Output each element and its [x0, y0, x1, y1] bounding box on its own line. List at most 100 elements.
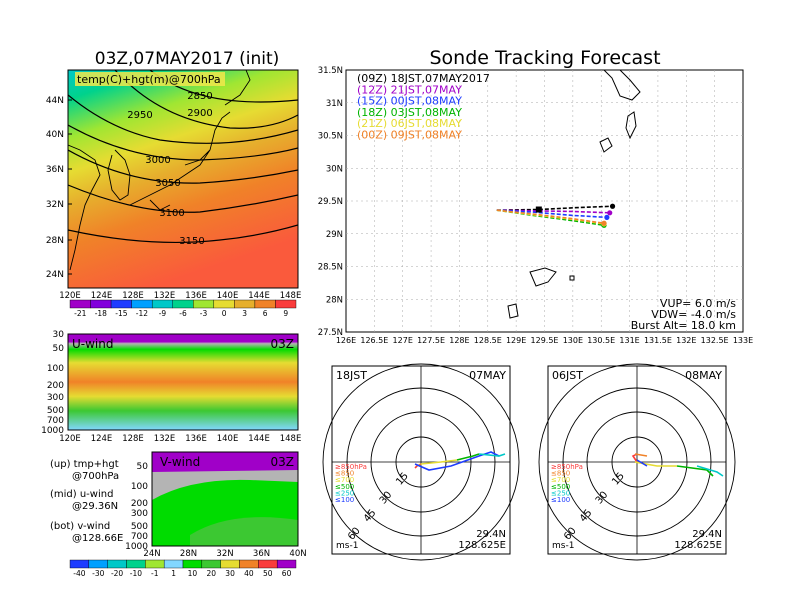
hodograph-level: ≤500 [335, 483, 354, 491]
island-small-2 [569, 275, 575, 281]
note-line2: @700hPa [72, 471, 119, 482]
vwind-lat-tick: 28N [180, 549, 197, 559]
uwind-lon-tick: 132E [154, 434, 176, 444]
contour-3100 [68, 184, 298, 213]
track-endpoint [604, 214, 610, 220]
wind-colorbar: -40 -30 -20 -10 -1 1 10 20 30 40 50 60 [69, 559, 297, 578]
map700-colorbar-segment [275, 299, 297, 309]
track-vup: VUP= 6.0 m/s [660, 297, 736, 310]
uwind-lon-tick: 148E [280, 434, 302, 444]
map700-lat-tick: 36N [46, 165, 64, 175]
map700-lat-tick: 24N [46, 270, 64, 280]
uwind-lon-tick: 128E [122, 434, 144, 444]
track-endpoint [609, 203, 616, 209]
hodograph-trace [414, 451, 500, 471]
island-small-1 [599, 137, 613, 153]
track-legend-item: (18Z) 03JST,08MAY [357, 106, 462, 119]
wind-colorbar-tick: 1 [171, 569, 176, 578]
track-lat-tick: 28N [326, 295, 343, 305]
hodograph-trace [696, 465, 724, 477]
contour-2900 [114, 70, 298, 129]
map700-colorbar-tick: 9 [283, 309, 288, 318]
track-lon-tick: 130.5E [587, 336, 615, 345]
hodograph-ring [322, 363, 520, 561]
hodograph-level: ≤250 [551, 489, 570, 497]
wind-colorbar-segment [239, 559, 259, 569]
island-yakushima [603, 69, 641, 101]
track-lat-tick: 29.5N [318, 197, 343, 207]
wind-colorbar-tick: 20 [206, 569, 216, 578]
map700-colorbar-segment [254, 299, 276, 309]
hodograph-level: ≤850 [551, 470, 570, 478]
hodograph-time: 06JST [552, 369, 583, 382]
track-legend-item: (09Z) 18JST,07MAY2017 [357, 72, 490, 85]
map700-lon-tick: 144E [248, 291, 270, 301]
map700-colorbar-tick: -3 [200, 309, 208, 318]
coastline-china [68, 144, 101, 271]
map700-contour-label: 2950 [127, 110, 152, 121]
hodograph-trace [634, 453, 648, 457]
map700-lon-tick: 120E [59, 291, 81, 301]
wind-colorbar-tick: -30 [92, 569, 104, 578]
map700-label: temp(C)+hgt(m)@700hPa [77, 73, 221, 86]
vwind-label: V-wind [160, 455, 200, 469]
track-legend-item: (00Z) 09JST,08MAY [357, 129, 462, 142]
vwind-lat-tick: 40N [289, 549, 306, 559]
track-burst: Burst Alt= 18.0 km [631, 319, 736, 332]
wind-colorbar-segment [107, 559, 127, 569]
map700-colorbar-tick: -12 [136, 309, 148, 318]
track-endpoint [601, 220, 607, 226]
track-lon-tick: 131.5E [644, 336, 672, 345]
vwind-p-tick: 500 [131, 522, 148, 532]
map700-lon-tick: 132E [154, 291, 176, 301]
map700-lon-tick: 124E [91, 291, 113, 301]
hodograph-level: ≤500 [551, 483, 570, 491]
wind-colorbar-tick: 50 [263, 569, 273, 578]
map700-contour-label: 3100 [159, 208, 184, 219]
map700-lat-tick: 44N [46, 96, 64, 106]
hodograph-trace [478, 453, 506, 457]
map700-contour-label: 2900 [187, 108, 212, 119]
track-panel: (09Z) 18JST,07MAY2017(12Z) 21JST,07MAY(1… [318, 66, 753, 345]
note-line2: @128.66E [72, 533, 123, 544]
track-line [496, 209, 605, 225]
track-vdw: VDW= -4.0 m/s [651, 308, 736, 321]
vwind-p-tick: 1000 [125, 542, 148, 552]
map700-label-box [75, 72, 225, 86]
map700-colorbar-segment [90, 299, 112, 309]
launch-marker [535, 206, 542, 213]
uwind-p-tick: 500 [47, 406, 64, 416]
map700-contour-label: 3150 [179, 236, 204, 247]
hodograph-date: 07MAY [469, 369, 506, 382]
contour-2950 [68, 94, 298, 144]
track-lon-tick: 126.5E [360, 336, 388, 345]
track-lat-tick: 29N [326, 230, 343, 240]
hodograph-ring [562, 387, 712, 537]
right-title: Sonde Tracking Forecast [429, 47, 660, 69]
coastline-korea [107, 149, 131, 201]
hodograph-trace [676, 465, 714, 477]
uwind-lon-tick: 124E [91, 434, 113, 444]
note-line1: (mid) u-wind [50, 489, 113, 500]
wind-colorbar-segment [88, 559, 108, 569]
uwind-lon-tick: 120E [59, 434, 81, 444]
track-lon-tick: 132.5E [701, 336, 729, 345]
uwind-p-tick: 50 [53, 344, 65, 354]
island-tanegashima [625, 111, 637, 140]
hodograph-ring [370, 411, 472, 513]
track-lon-tick: 130E [563, 336, 583, 345]
map700-lat-tick: 28N [46, 236, 64, 246]
hodograph-level: ≤100 [551, 496, 570, 504]
hodograph-lat: 29.4N [692, 529, 722, 540]
track-lon-tick: 128E [449, 336, 469, 345]
hodograph-time: 18JST [336, 369, 367, 382]
hodograph-trace [636, 459, 648, 467]
uwind-p-tick: 200 [47, 381, 64, 391]
hodograph-unit: ms-1 [552, 541, 574, 551]
vwind-time: 03Z [271, 455, 295, 469]
track-legend-item: (21Z) 06JST,08MAY [357, 117, 462, 130]
islands [507, 69, 641, 319]
